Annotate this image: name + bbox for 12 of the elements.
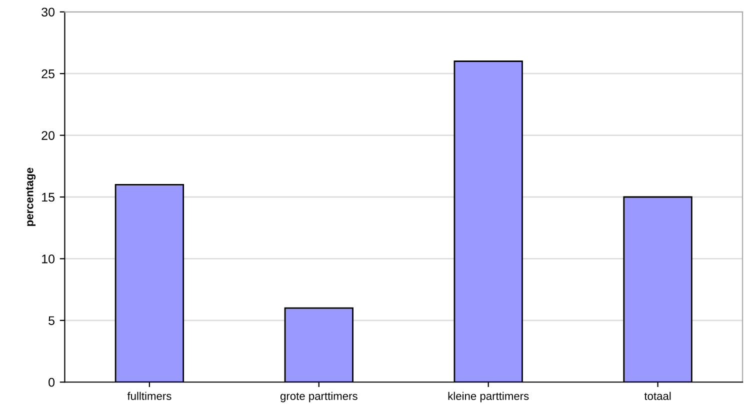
x-tick-label: grote parttimers (280, 392, 358, 402)
y-tick-label: 30 (42, 8, 55, 17)
y-tick-label: 5 (48, 316, 54, 326)
y-tick-label: 0 (48, 378, 55, 387)
x-tick-label: kleine parttimers (448, 392, 529, 402)
x-tick-label: fulltimers (127, 392, 172, 400)
y-tick-label: 25 (42, 69, 54, 78)
y-tick-label: 10 (42, 254, 55, 264)
y-tick-label: 20 (42, 131, 55, 140)
y-tick-label: 15 (42, 192, 54, 202)
y-axis-title: percentage (26, 168, 36, 226)
x-tick-label: totaal (644, 392, 671, 400)
